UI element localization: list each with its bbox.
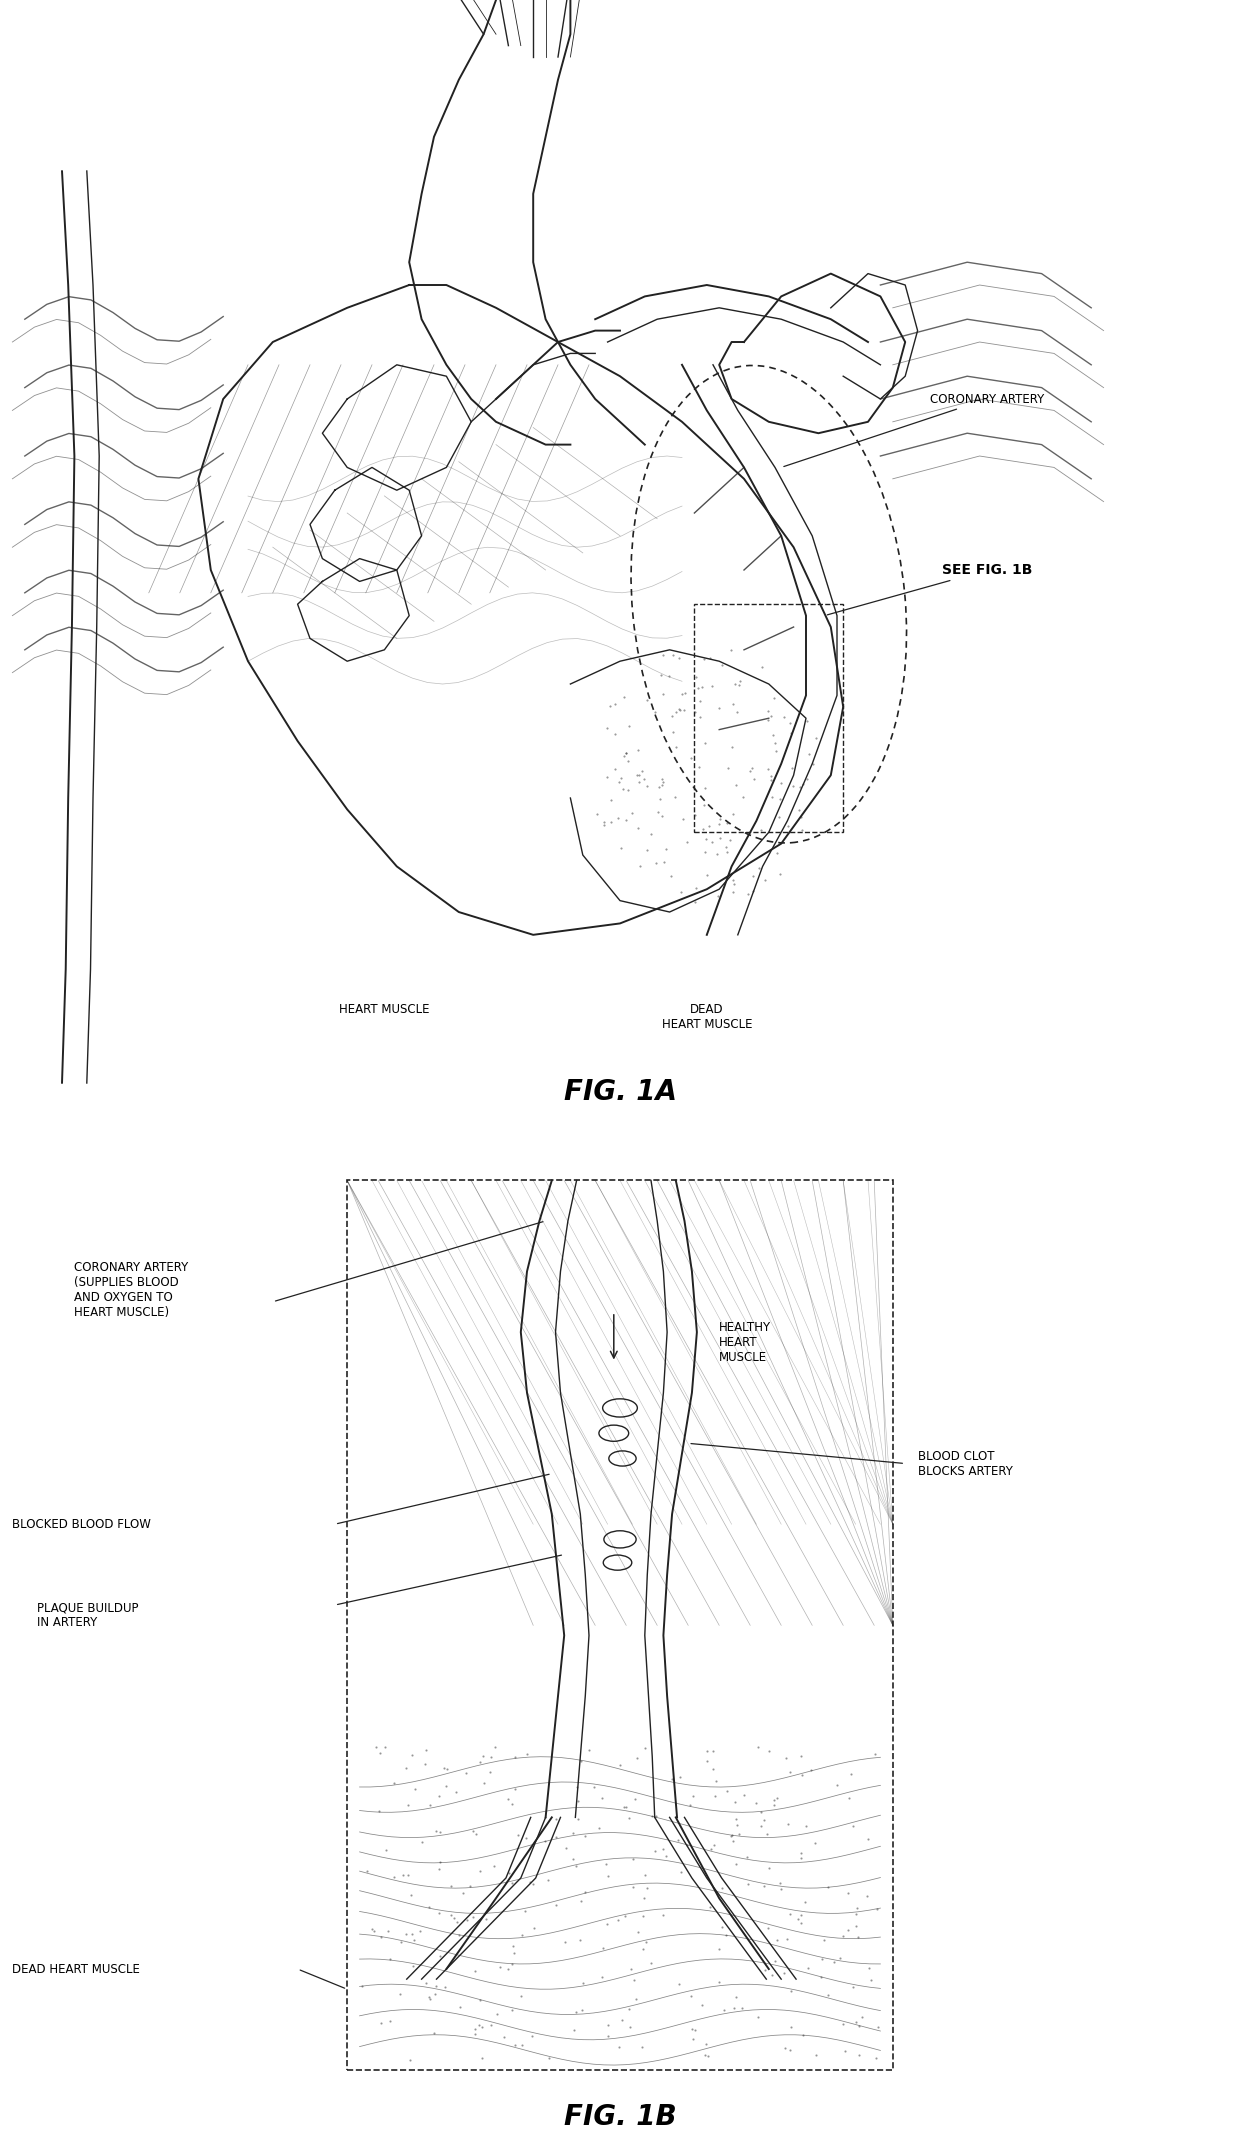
Text: BLOOD CLOT
BLOCKS ARTERY: BLOOD CLOT BLOCKS ARTERY: [918, 1450, 1013, 1478]
Text: CORONARY ARTERY
(SUPPLIES BLOOD
AND OXYGEN TO
HEART MUSCLE): CORONARY ARTERY (SUPPLIES BLOOD AND OXYG…: [74, 1260, 188, 1319]
Text: BLOCKED BLOOD FLOW: BLOCKED BLOOD FLOW: [12, 1519, 151, 1532]
Text: FIG. 1A: FIG. 1A: [563, 1078, 677, 1106]
Bar: [347, 1181, 893, 2069]
Text: DEAD
HEART MUSCLE: DEAD HEART MUSCLE: [662, 1002, 751, 1030]
Text: SEE FIG. 1B: SEE FIG. 1B: [827, 564, 1033, 615]
Text: PLAQUE BUILDUP
IN ARTERY: PLAQUE BUILDUP IN ARTERY: [37, 1600, 139, 1628]
Text: HEART MUSCLE: HEART MUSCLE: [340, 1002, 429, 1015]
Text: FIG. 1B: FIG. 1B: [564, 2104, 676, 2132]
Text: CORONARY ARTERY: CORONARY ARTERY: [784, 391, 1044, 467]
Text: DEAD HEART MUSCLE: DEAD HEART MUSCLE: [12, 1962, 140, 1975]
Bar: [694, 604, 843, 832]
Text: HEALTHY
HEART
MUSCLE: HEALTHY HEART MUSCLE: [719, 1321, 771, 1364]
